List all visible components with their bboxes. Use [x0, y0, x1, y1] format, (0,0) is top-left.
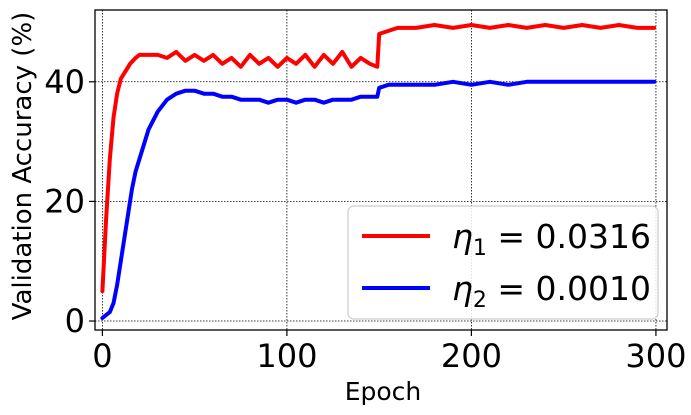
y-tick-label: 40	[44, 63, 85, 101]
legend-label: η1 = 0.0316	[452, 217, 651, 261]
plot-frame	[94, 9, 668, 331]
y-tick-label: 0	[65, 302, 85, 340]
legend: η1 = 0.0316 η2 = 0.0010	[347, 205, 659, 320]
series-line-1	[100, 23, 657, 294]
y-axis-label: Validation Accuracy (%)	[8, 12, 38, 321]
series-line-2	[100, 79, 657, 320]
x-tick-label: 100	[256, 337, 317, 375]
y-tick-label: 20	[44, 182, 85, 220]
grid	[95, 10, 667, 330]
x-tick-label: 300	[625, 337, 686, 375]
x-axis-label: Epoch	[345, 377, 422, 406]
axis-ticks: 0 100 200 300 0 20 40	[44, 63, 686, 375]
series-lines	[100, 23, 657, 320]
legend-label: η2 = 0.0010	[452, 269, 651, 313]
x-tick-label: 0	[92, 337, 112, 375]
x-tick-label: 200	[441, 337, 502, 375]
